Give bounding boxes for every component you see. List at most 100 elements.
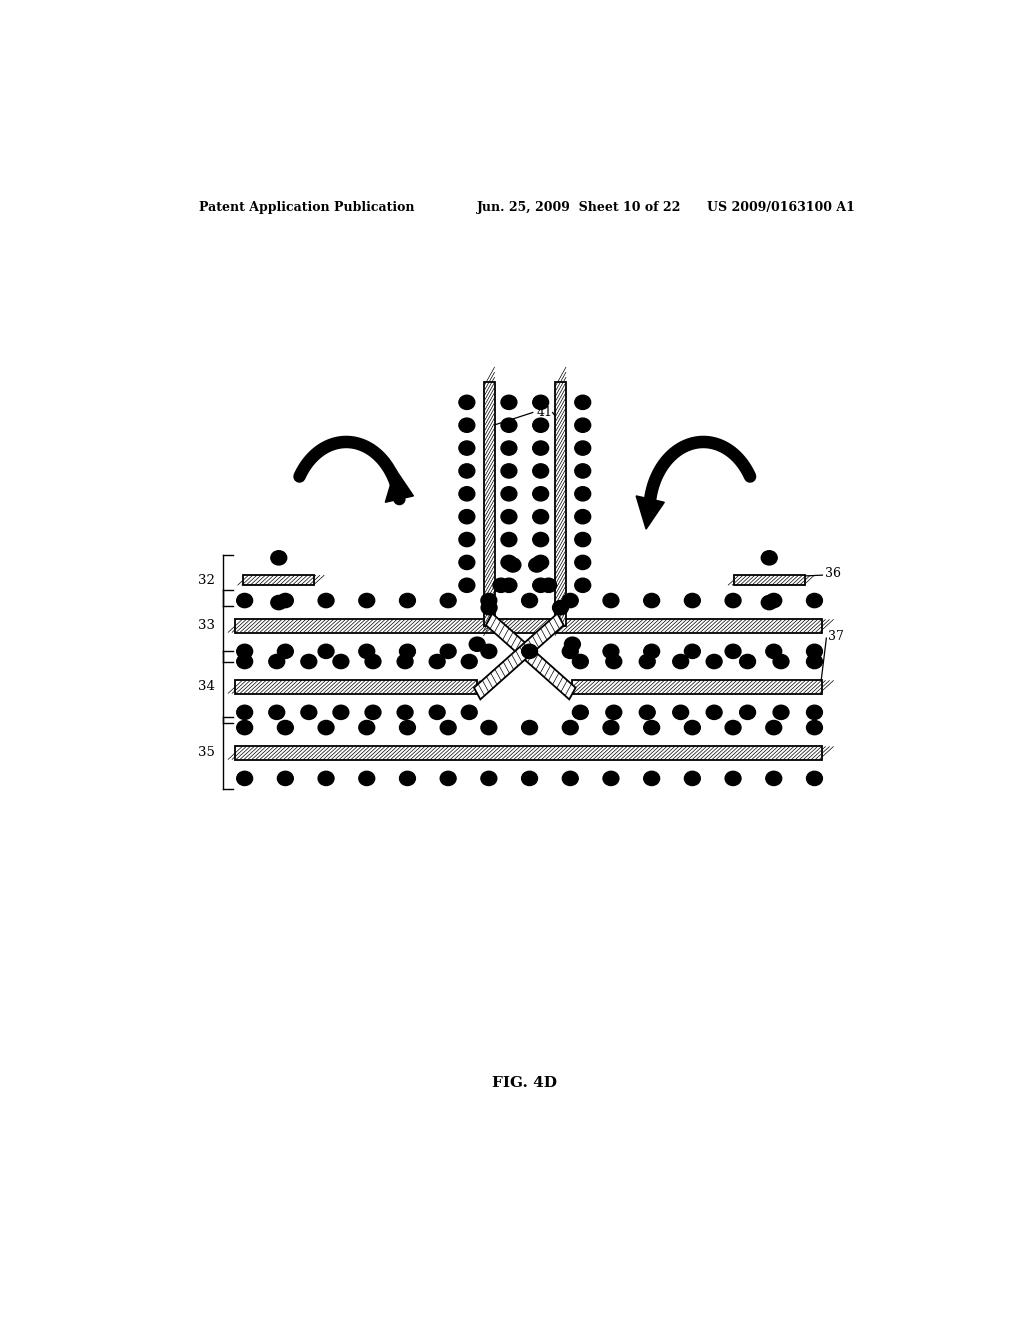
Ellipse shape <box>766 771 781 785</box>
Ellipse shape <box>301 655 316 669</box>
Ellipse shape <box>574 578 591 593</box>
Ellipse shape <box>366 705 381 719</box>
Ellipse shape <box>318 594 334 607</box>
Ellipse shape <box>739 655 756 669</box>
Ellipse shape <box>532 578 549 593</box>
Ellipse shape <box>459 463 475 478</box>
Ellipse shape <box>725 721 741 735</box>
Ellipse shape <box>481 721 497 735</box>
Ellipse shape <box>501 418 517 433</box>
Text: US 2009/0163100 A1: US 2009/0163100 A1 <box>708 201 855 214</box>
Ellipse shape <box>501 441 517 455</box>
Ellipse shape <box>639 705 655 719</box>
Ellipse shape <box>644 771 659 785</box>
Ellipse shape <box>459 487 475 500</box>
Bar <box>733 576 805 585</box>
Text: 32: 32 <box>199 574 215 586</box>
Ellipse shape <box>644 721 659 735</box>
Ellipse shape <box>532 510 549 524</box>
Ellipse shape <box>459 556 475 569</box>
Ellipse shape <box>684 644 700 659</box>
Ellipse shape <box>358 644 375 659</box>
Ellipse shape <box>766 721 781 735</box>
Ellipse shape <box>684 721 700 735</box>
Ellipse shape <box>532 463 549 478</box>
Ellipse shape <box>606 655 622 669</box>
Ellipse shape <box>639 655 655 669</box>
Ellipse shape <box>807 655 822 669</box>
Ellipse shape <box>739 705 756 719</box>
Ellipse shape <box>562 594 579 607</box>
Ellipse shape <box>725 644 741 659</box>
Ellipse shape <box>459 441 475 455</box>
Ellipse shape <box>574 510 591 524</box>
Ellipse shape <box>562 644 579 659</box>
Ellipse shape <box>270 550 287 565</box>
Ellipse shape <box>644 594 659 607</box>
Bar <box>483 381 495 626</box>
Ellipse shape <box>673 705 688 719</box>
Ellipse shape <box>644 644 659 659</box>
Ellipse shape <box>481 594 497 607</box>
Ellipse shape <box>358 721 375 735</box>
Ellipse shape <box>572 705 589 719</box>
Polygon shape <box>636 496 665 529</box>
Ellipse shape <box>807 705 822 719</box>
Ellipse shape <box>574 418 591 433</box>
Ellipse shape <box>574 463 591 478</box>
Ellipse shape <box>521 594 538 607</box>
Bar <box>243 576 314 585</box>
Ellipse shape <box>459 578 475 593</box>
Ellipse shape <box>501 556 517 569</box>
Ellipse shape <box>366 655 381 669</box>
Text: Jun. 25, 2009  Sheet 10 of 22: Jun. 25, 2009 Sheet 10 of 22 <box>477 201 682 214</box>
Ellipse shape <box>564 638 581 651</box>
Ellipse shape <box>440 594 456 607</box>
Bar <box>236 680 477 693</box>
Text: 37: 37 <box>828 630 844 643</box>
Ellipse shape <box>440 721 456 735</box>
Ellipse shape <box>574 532 591 546</box>
Ellipse shape <box>574 441 591 455</box>
Ellipse shape <box>532 556 549 569</box>
Ellipse shape <box>603 644 618 659</box>
Ellipse shape <box>481 601 497 615</box>
Ellipse shape <box>461 705 477 719</box>
Ellipse shape <box>574 487 591 500</box>
Ellipse shape <box>461 655 477 669</box>
Ellipse shape <box>501 510 517 524</box>
Ellipse shape <box>459 510 475 524</box>
Ellipse shape <box>707 655 722 669</box>
Ellipse shape <box>521 644 538 659</box>
Ellipse shape <box>501 463 517 478</box>
Ellipse shape <box>278 644 293 659</box>
Ellipse shape <box>237 655 253 669</box>
Ellipse shape <box>481 644 497 659</box>
Ellipse shape <box>278 594 293 607</box>
Ellipse shape <box>269 705 285 719</box>
Ellipse shape <box>532 395 549 409</box>
Ellipse shape <box>399 721 416 735</box>
Ellipse shape <box>270 595 287 610</box>
Ellipse shape <box>399 594 416 607</box>
Ellipse shape <box>505 558 521 572</box>
Ellipse shape <box>333 705 349 719</box>
Ellipse shape <box>541 578 557 593</box>
Ellipse shape <box>318 721 334 735</box>
Ellipse shape <box>301 705 316 719</box>
Ellipse shape <box>673 655 688 669</box>
Ellipse shape <box>399 644 416 659</box>
Ellipse shape <box>469 638 485 651</box>
Ellipse shape <box>440 644 456 659</box>
Ellipse shape <box>807 594 822 607</box>
Bar <box>572 680 822 693</box>
Ellipse shape <box>494 578 509 593</box>
Ellipse shape <box>574 395 591 409</box>
Polygon shape <box>486 614 575 700</box>
Ellipse shape <box>684 771 700 785</box>
Ellipse shape <box>318 644 334 659</box>
Ellipse shape <box>397 655 413 669</box>
Ellipse shape <box>440 771 456 785</box>
Ellipse shape <box>761 550 777 565</box>
Ellipse shape <box>333 655 349 669</box>
